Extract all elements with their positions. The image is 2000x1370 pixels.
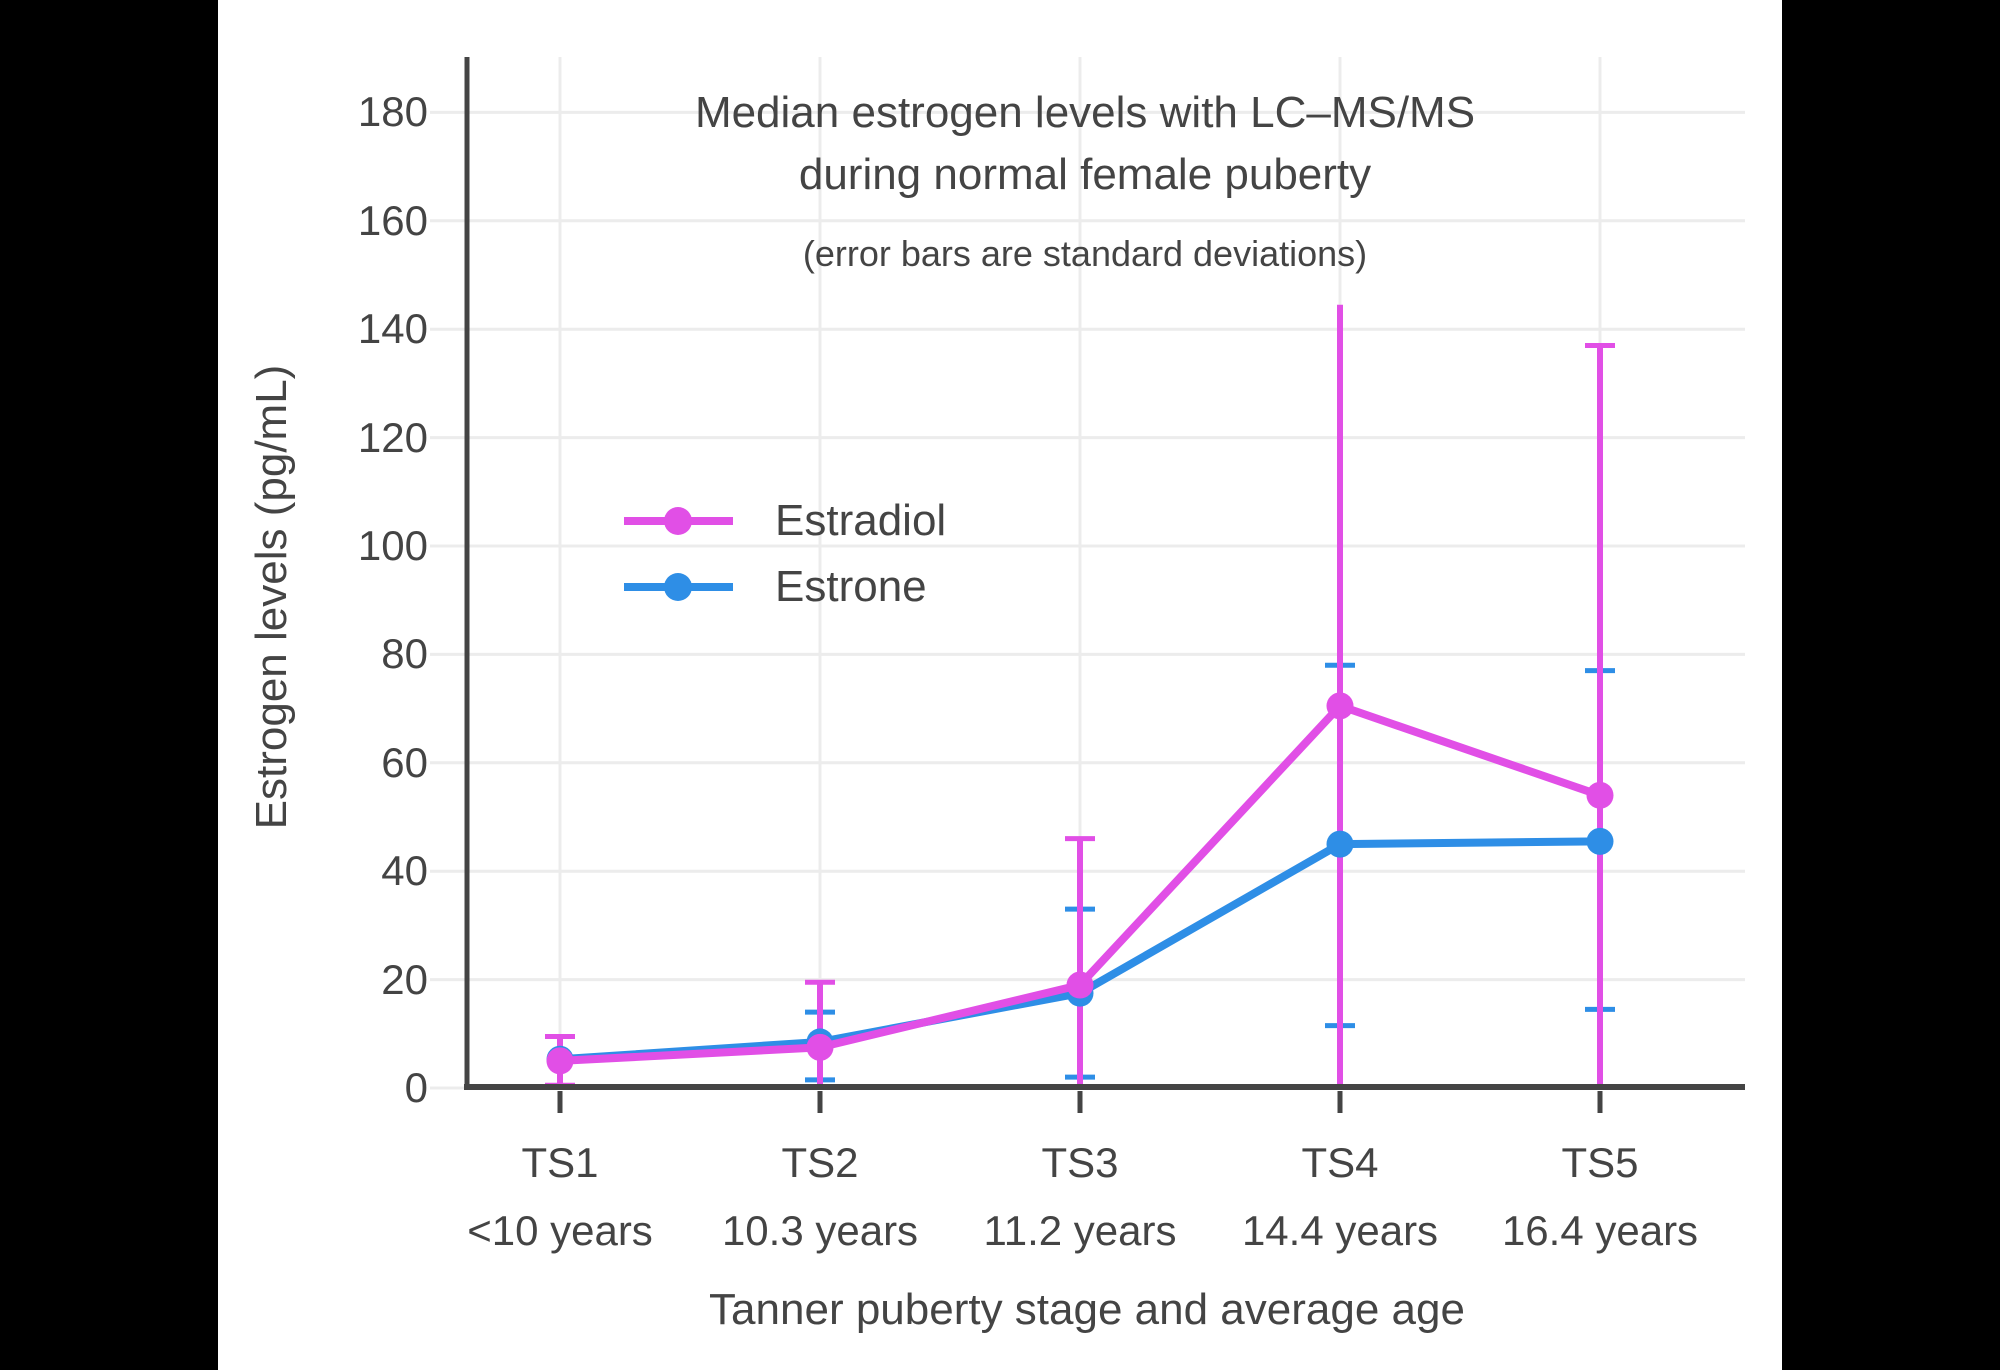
data-point-dot bbox=[806, 1033, 834, 1061]
y-tick-label: 60 bbox=[381, 738, 428, 786]
x-tick-stage-label: TS1 bbox=[521, 1139, 599, 1186]
y-tick-label: 80 bbox=[381, 630, 428, 678]
x-tick-age-label: 16.4 years bbox=[1501, 1207, 1699, 1254]
chart-title-line1: Median estrogen levels with LC–MS/MS bbox=[694, 88, 1476, 137]
legend-label-estrone: Estrone bbox=[775, 562, 927, 611]
legend-item-estradiol[interactable]: Estradiol bbox=[621, 488, 946, 554]
x-tick-age-label: 10.3 years bbox=[721, 1207, 919, 1254]
chart-canvas bbox=[218, 0, 1782, 1370]
y-tick-label: 140 bbox=[357, 305, 428, 353]
x-tick-stage-label: TS5 bbox=[1561, 1139, 1639, 1186]
chart-subtitle: (error bars are standard deviations) bbox=[802, 233, 1368, 274]
y-tick-label: 180 bbox=[357, 88, 428, 136]
x-tick-age-label: 11.2 years bbox=[983, 1207, 1177, 1254]
estrone-line-swatch bbox=[624, 573, 733, 601]
legend-label-estradiol: Estradiol bbox=[775, 496, 947, 545]
right-letterbox-bar bbox=[1782, 0, 2000, 1370]
data-point-dot bbox=[1326, 692, 1354, 720]
y-tick-label: 120 bbox=[357, 413, 428, 461]
legend: Estradiol Estrone bbox=[621, 488, 946, 620]
data-point-dot bbox=[1326, 830, 1354, 858]
y-tick-label: 100 bbox=[357, 522, 428, 569]
x-tick-stage-label: TS4 bbox=[1301, 1139, 1379, 1186]
y-tick-label: 40 bbox=[381, 847, 428, 895]
y-tick-label: 20 bbox=[381, 955, 428, 1003]
data-point-dot bbox=[1586, 781, 1614, 809]
x-axis-title: Tanner puberty stage and average age bbox=[709, 1285, 1465, 1334]
x-tick-stage-label: TS3 bbox=[1041, 1139, 1119, 1186]
y-tick-label: 160 bbox=[357, 196, 428, 244]
data-point-dot bbox=[1066, 971, 1094, 999]
y-tick-label: 0 bbox=[404, 1064, 428, 1111]
data-point-dot bbox=[1586, 827, 1614, 855]
x-tick-stage-label: TS2 bbox=[781, 1139, 859, 1186]
estradiol-line-swatch bbox=[624, 507, 733, 535]
x-tick-age-label: 14.4 years bbox=[1241, 1207, 1439, 1254]
x-tick-age-label: <10 years bbox=[467, 1207, 653, 1254]
left-letterbox-bar bbox=[0, 0, 218, 1370]
data-point-dot bbox=[546, 1047, 574, 1075]
legend-item-estrone[interactable]: Estrone bbox=[621, 554, 946, 620]
chart-title-line2: during normal female puberty bbox=[798, 150, 1372, 199]
